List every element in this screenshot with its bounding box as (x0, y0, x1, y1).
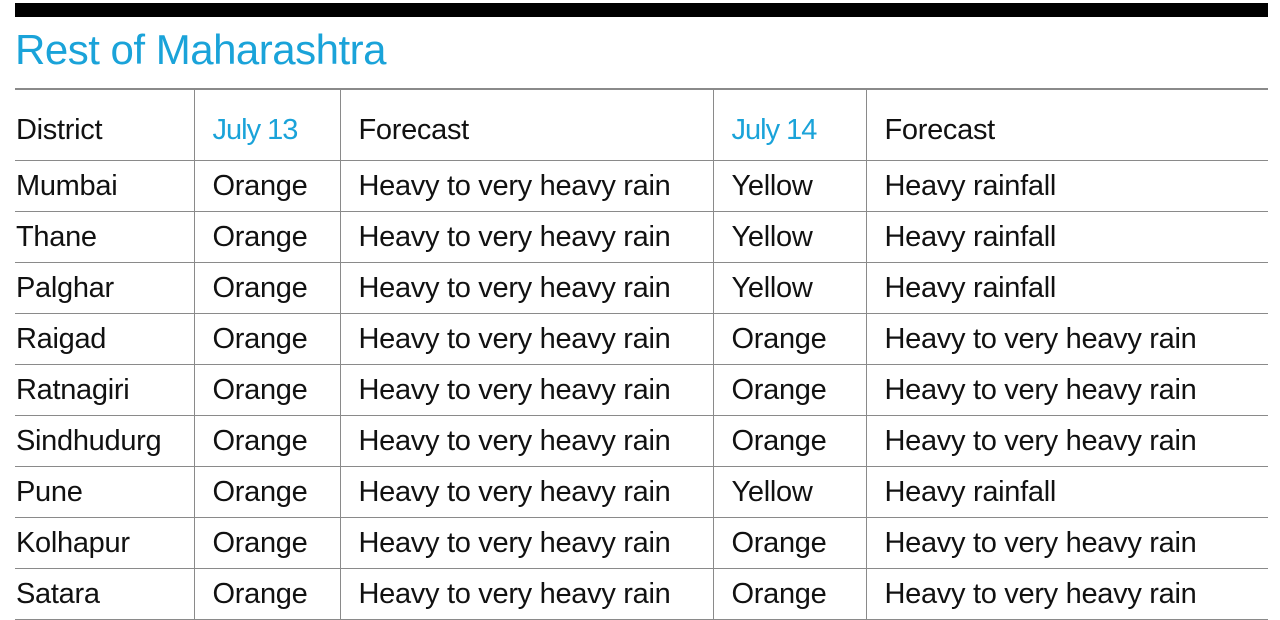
july-13-alert-cell: Orange (193, 211, 340, 263)
july-13-forecast-cell: Heavy to very heavy rain (339, 466, 713, 518)
table-body: Mumbai Orange Heavy to very heavy rain Yell… (15, 160, 1268, 620)
july-13-forecast-cell: Heavy to very heavy rain (339, 211, 713, 263)
july-13-alert-cell: Orange (193, 415, 340, 467)
page-title: Rest of Maharashtra (15, 26, 387, 73)
july-14-forecast-cell: Heavy rainfall (865, 262, 1268, 314)
district-cell: Kolhapur (15, 517, 194, 569)
july-13-alert-cell: Orange (193, 517, 340, 569)
july-13-forecast-cell: Heavy to very heavy rain (339, 364, 713, 416)
district-cell: Sindhudurg (15, 415, 194, 467)
july-14-forecast-cell: Heavy to very heavy rain (865, 364, 1268, 416)
district-cell: Palghar (15, 262, 194, 314)
july-14-alert-cell: Orange (712, 568, 866, 620)
july-14-forecast-cell: Heavy to very heavy rain (865, 517, 1268, 569)
column-header-july-14: July 14 (712, 88, 866, 161)
july-14-forecast-cell: Heavy to very heavy rain (865, 415, 1268, 467)
july-14-alert-cell: Orange (712, 313, 866, 365)
july-13-alert-cell: Orange (193, 364, 340, 416)
july-14-alert-cell: Yellow (712, 262, 866, 314)
july-14-forecast-cell: Heavy rainfall (865, 160, 1268, 212)
table-header-row: District July 13 Forecast July 14 Foreca… (15, 88, 1268, 161)
july-14-alert-cell: Yellow (712, 211, 866, 263)
july-14-alert-cell: Yellow (712, 160, 866, 212)
table-row: Raigad Orange Heavy to very heavy rain Oran… (15, 313, 1268, 365)
column-header-district: District (15, 88, 194, 161)
july-13-alert-cell: Orange (193, 313, 340, 365)
top-rule (15, 3, 1268, 17)
table-row: Satara Orange Heavy to very heavy rain Oran… (15, 568, 1268, 620)
table-row: Mumbai Orange Heavy to very heavy rain Yell… (15, 160, 1268, 212)
july-14-alert-cell: Orange (712, 415, 866, 467)
forecast-table: District July 13 Forecast July 14 Foreca… (15, 88, 1268, 620)
july-14-alert-cell: Orange (712, 364, 866, 416)
table-row: Kolhapur Orange Heavy to very heavy rain Or… (15, 517, 1268, 569)
column-header-july-13: July 13 (193, 88, 340, 161)
district-cell: Ratnagiri (15, 364, 194, 416)
july-14-forecast-cell: Heavy rainfall (865, 211, 1268, 263)
district-cell: Raigad (15, 313, 194, 365)
district-cell: Thane (15, 211, 194, 263)
july-13-alert-cell: Orange (193, 160, 340, 212)
district-cell: Satara (15, 568, 194, 620)
table-row: Palghar Orange Heavy to very heavy rain Yel… (15, 262, 1268, 314)
july-14-forecast-cell: Heavy to very heavy rain (865, 313, 1268, 365)
column-header-forecast-july-14: Forecast (865, 88, 1268, 161)
table-row: Ratnagiri Orange Heavy to very heavy rain O… (15, 364, 1268, 416)
table-row: Sindhudurg Orange Heavy to very heavy rain… (15, 415, 1268, 467)
table-row: Thane Orange Heavy to very heavy rain Yello… (15, 211, 1268, 263)
district-cell: Mumbai (15, 160, 194, 212)
july-14-forecast-cell: Heavy rainfall (865, 466, 1268, 518)
july-14-alert-cell: Orange (712, 517, 866, 569)
table-row: Pune Orange Heavy to very heavy rain Yellow… (15, 466, 1268, 518)
july-13-forecast-cell: Heavy to very heavy rain (339, 262, 713, 314)
july-13-forecast-cell: Heavy to very heavy rain (339, 160, 713, 212)
column-header-forecast-july-13: Forecast (339, 88, 713, 161)
july-13-forecast-cell: Heavy to very heavy rain (339, 415, 713, 467)
july-13-alert-cell: Orange (193, 568, 340, 620)
july-13-forecast-cell: Heavy to very heavy rain (339, 568, 713, 620)
july-14-alert-cell: Yellow (712, 466, 866, 518)
july-13-alert-cell: Orange (193, 466, 340, 518)
district-cell: Pune (15, 466, 194, 518)
july-14-forecast-cell: Heavy to very heavy rain (865, 568, 1268, 620)
july-13-alert-cell: Orange (193, 262, 340, 314)
july-13-forecast-cell: Heavy to very heavy rain (339, 313, 713, 365)
july-13-forecast-cell: Heavy to very heavy rain (339, 517, 713, 569)
